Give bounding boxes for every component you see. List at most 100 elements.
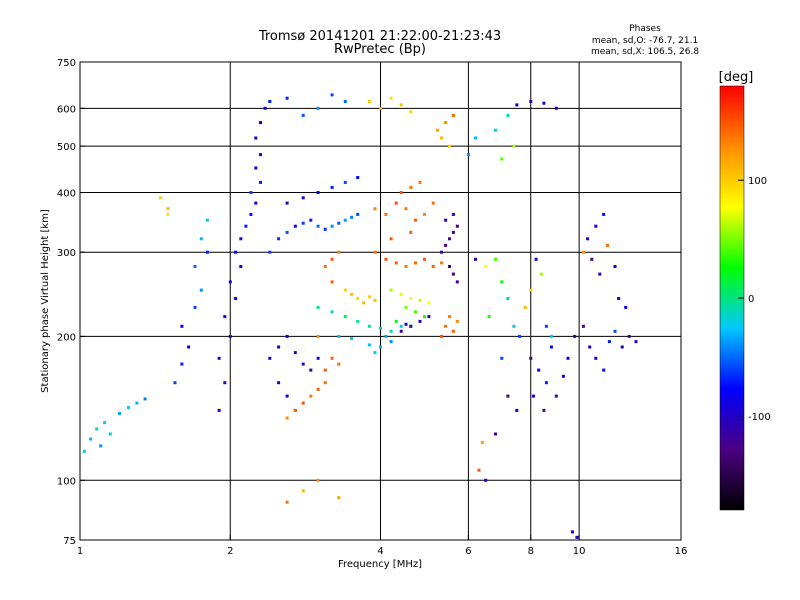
echo-point <box>448 144 451 148</box>
echo-point <box>598 272 602 276</box>
echo-point <box>539 272 543 276</box>
echo-point <box>590 257 594 261</box>
echo-point <box>99 444 103 448</box>
echo-point <box>330 224 334 228</box>
echo-point <box>500 280 504 284</box>
echo-point <box>367 100 371 103</box>
echo-point <box>588 345 592 349</box>
echo-point <box>343 288 347 292</box>
echo-point <box>89 437 93 441</box>
echo-point <box>451 272 455 276</box>
echo-point <box>277 237 281 241</box>
echo-point <box>409 324 413 328</box>
echo-point <box>285 334 289 338</box>
echo-point <box>337 362 341 366</box>
echo-point <box>451 329 455 333</box>
echo-point <box>82 449 86 453</box>
echo-point <box>379 326 382 330</box>
y-tick-label: 500 <box>57 142 76 153</box>
echo-point <box>554 106 558 110</box>
echo-point <box>316 305 320 309</box>
echo-point <box>440 261 443 265</box>
echo-point <box>217 356 221 360</box>
echo-point <box>624 305 628 309</box>
echo-point <box>531 394 535 398</box>
echo-point <box>249 191 253 194</box>
echo-point <box>634 340 638 344</box>
echo-point <box>316 106 320 110</box>
echo-point <box>617 297 621 300</box>
echo-point <box>309 394 313 398</box>
echo-point <box>448 265 451 268</box>
echo-point <box>249 212 253 216</box>
echo-point <box>293 224 297 228</box>
echo-point <box>571 530 574 534</box>
echo-point <box>268 100 272 103</box>
y-tick-label: 75 <box>63 536 76 547</box>
x-tick-label: 10 <box>573 546 586 557</box>
echo-point <box>500 157 504 161</box>
echo-point <box>379 106 382 110</box>
colorbar-tick-label: 100 <box>748 176 767 187</box>
echo-point <box>515 408 519 412</box>
echo-point <box>373 351 377 355</box>
echo-point <box>515 103 519 107</box>
echo-point <box>285 416 289 420</box>
echo-point <box>323 227 327 231</box>
echo-point <box>414 310 417 314</box>
echo-point <box>542 101 546 105</box>
echo-point <box>135 401 139 405</box>
echo-point <box>418 180 422 184</box>
echo-point <box>455 319 459 323</box>
y-tick-label: 600 <box>57 104 76 115</box>
echo-point <box>389 288 393 292</box>
echo-point <box>166 207 170 211</box>
echo-point <box>285 500 289 504</box>
echo-point <box>627 334 631 338</box>
echo-point <box>373 298 377 302</box>
echo-point <box>613 265 617 268</box>
echo-point <box>316 191 320 194</box>
echo-point <box>389 329 393 333</box>
echo-point <box>254 136 258 140</box>
echo-point <box>337 496 341 500</box>
echo-point <box>474 136 477 140</box>
echo-point <box>389 96 393 100</box>
echo-point <box>423 212 426 216</box>
echo-point <box>337 334 341 338</box>
echo-point <box>350 337 354 340</box>
echo-point <box>173 381 177 385</box>
echo-point <box>356 319 360 323</box>
x-tick-label: 6 <box>465 546 471 557</box>
y-tick-label: 400 <box>57 188 76 199</box>
echo-point <box>223 315 227 319</box>
echo-point <box>423 257 426 261</box>
echo-point <box>316 356 320 360</box>
echo-point <box>343 180 347 184</box>
echo-point <box>455 224 459 228</box>
echo-point <box>285 201 289 205</box>
echo-point <box>399 324 403 328</box>
echo-point <box>384 334 388 338</box>
echo-point <box>394 261 398 265</box>
echo-point <box>293 351 297 355</box>
stats-label: Phases <box>629 24 661 34</box>
echo-point <box>316 387 320 391</box>
echo-point <box>523 305 527 309</box>
echo-point <box>309 368 313 372</box>
echo-point <box>549 334 553 338</box>
echo-point <box>394 319 398 323</box>
echo-point <box>330 185 334 189</box>
echo-point <box>409 110 413 114</box>
echo-point <box>199 237 203 241</box>
echo-point <box>316 334 320 338</box>
echo-point <box>529 356 533 360</box>
echo-point <box>301 196 305 200</box>
echo-point <box>431 265 435 268</box>
echo-point <box>506 394 510 398</box>
chart-title: Tromsø 20141201 21:22:00-21:23:43 <box>258 29 501 44</box>
echo-point <box>435 128 439 132</box>
echo-point <box>350 292 354 296</box>
echo-point <box>309 218 313 222</box>
echo-point <box>444 243 448 247</box>
